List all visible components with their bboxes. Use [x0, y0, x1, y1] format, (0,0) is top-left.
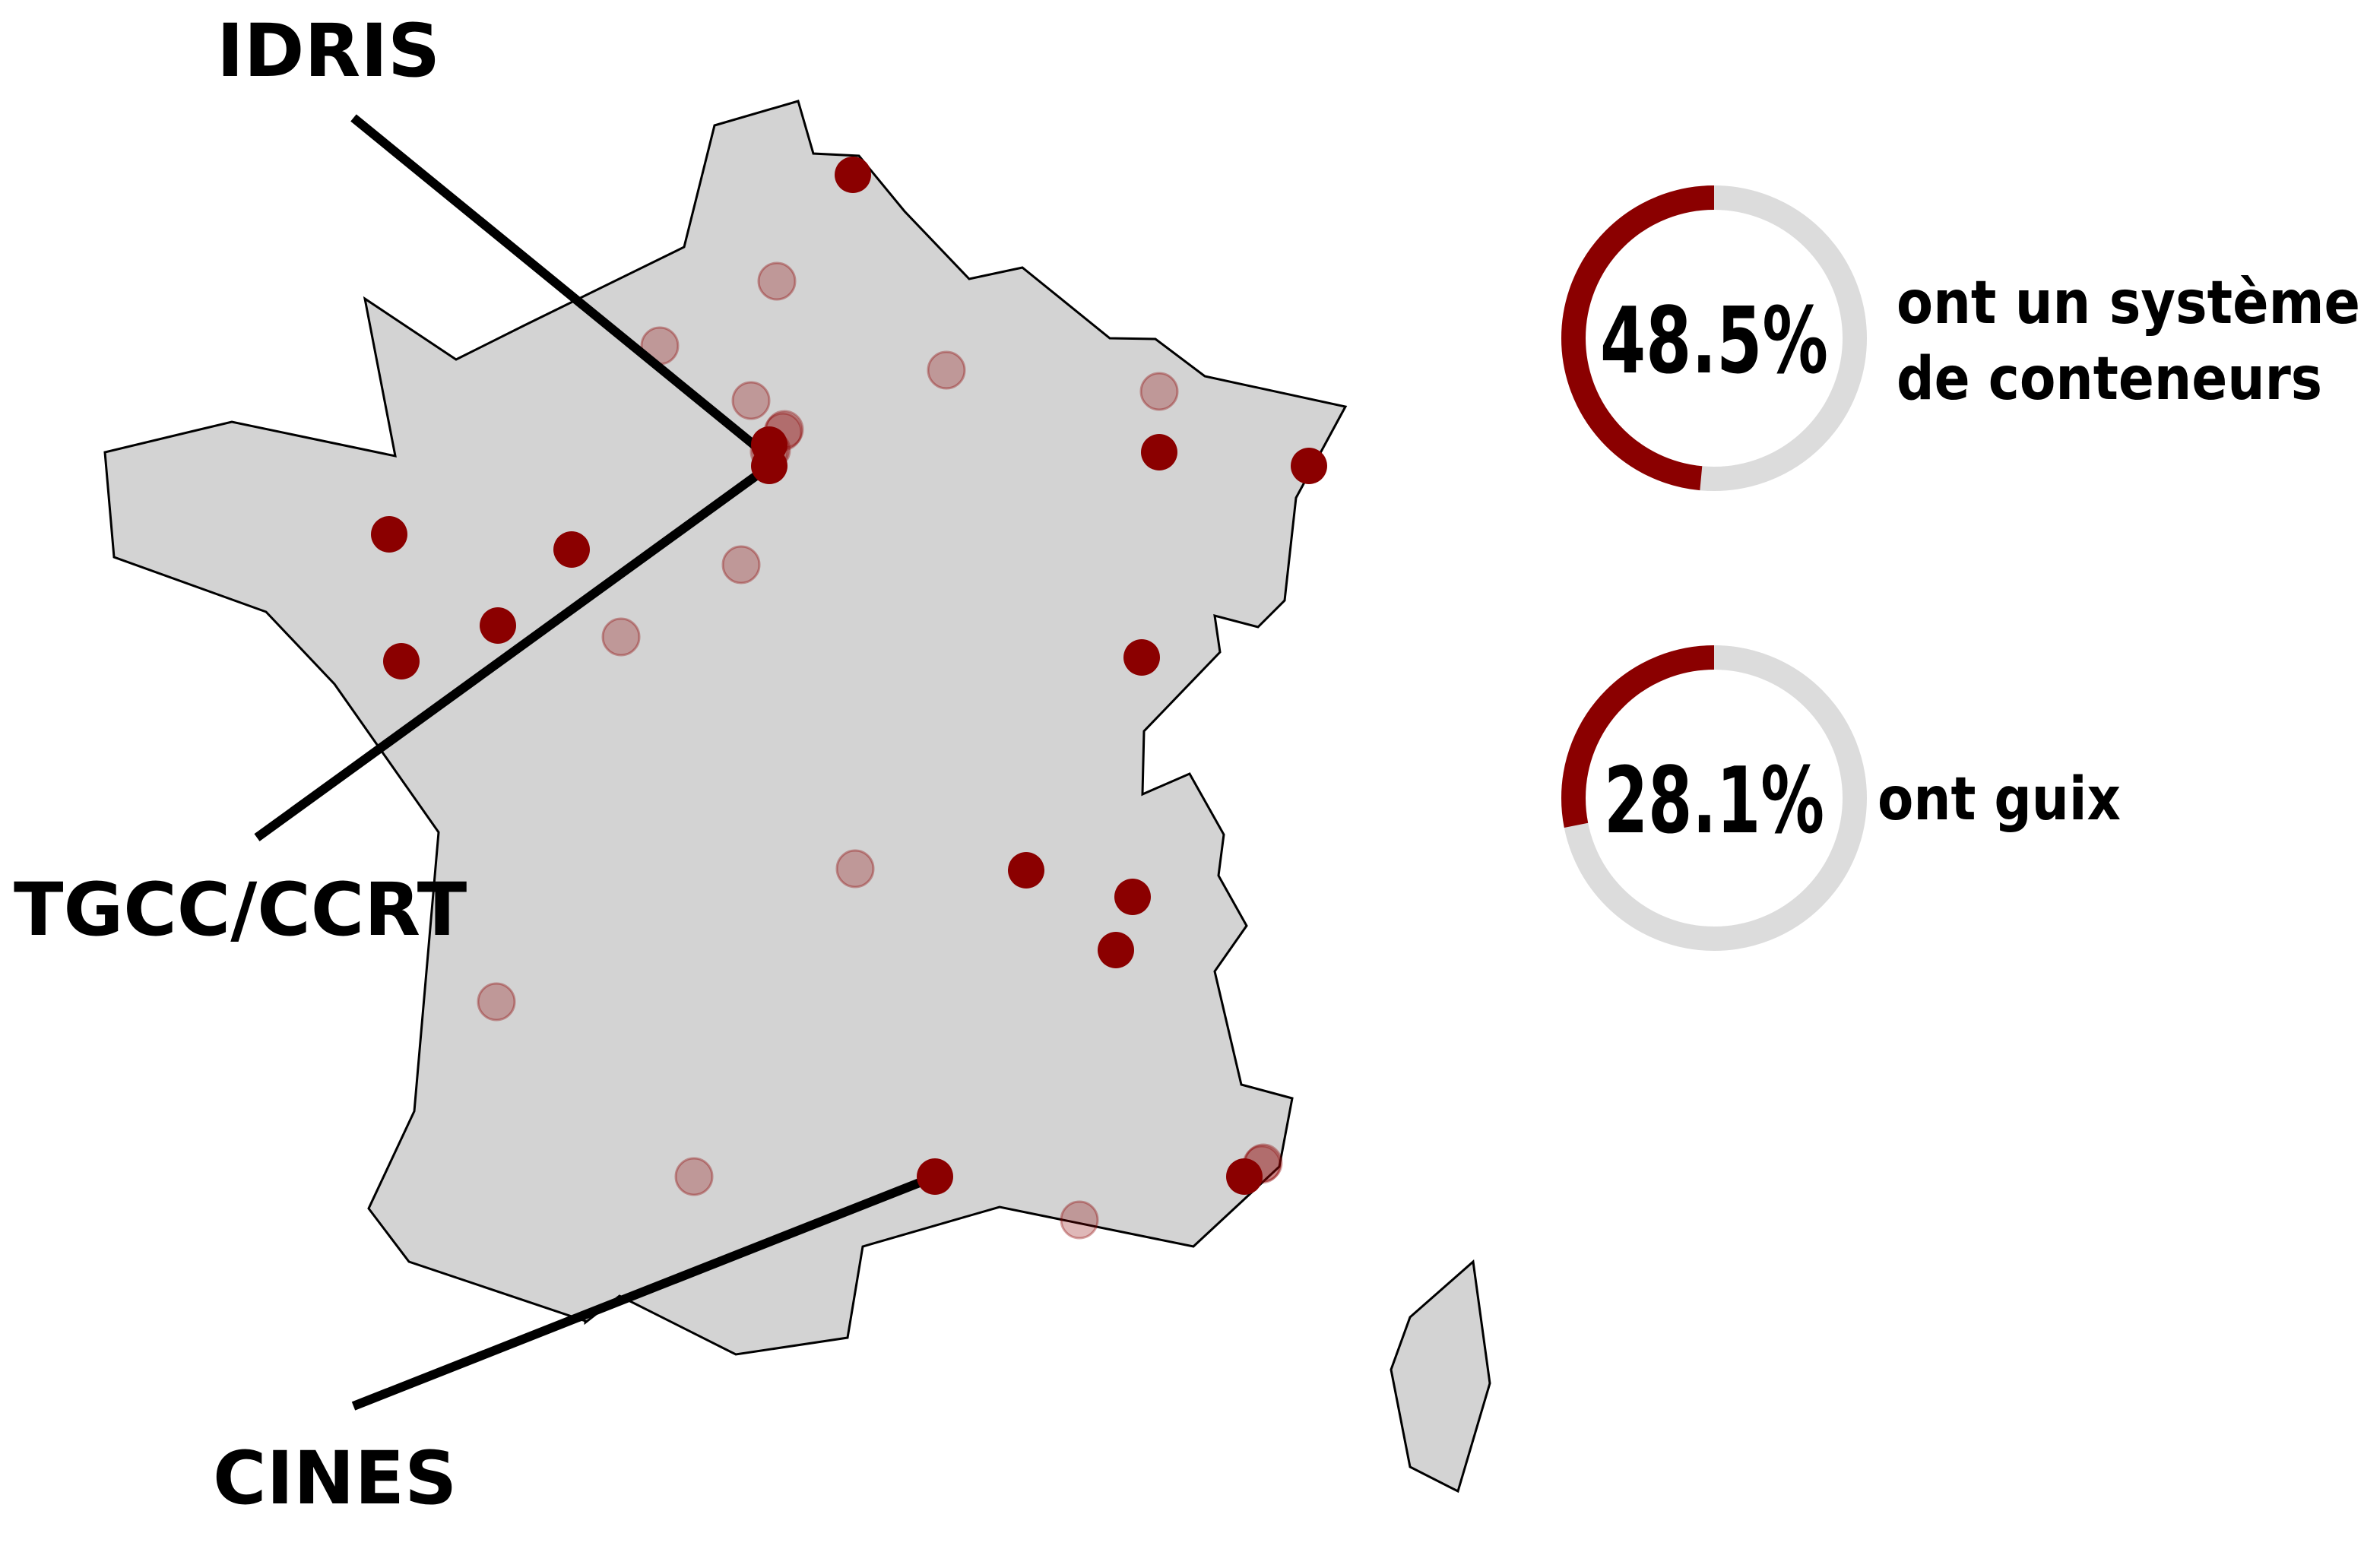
cines-label: CINES [213, 1436, 457, 1521]
idris-leader-line [350, 114, 771, 460]
tgcc-label: TGCC/CCRT [14, 867, 467, 952]
faded-site-dot [1060, 1200, 1099, 1240]
faded-site-dot [927, 350, 966, 390]
solid-site-dot [1226, 1158, 1263, 1195]
containers-caption-line-1: ont un système [1897, 269, 2360, 337]
corsica-map [1390, 1259, 1491, 1494]
cines-leader-line [351, 1172, 937, 1411]
guix-stat: 28.1% ont guix [1561, 645, 2121, 951]
solid-site-dots [371, 157, 1327, 1195]
solid-site-dot [553, 531, 590, 568]
solid-site-dot [1114, 879, 1151, 915]
solid-site-dot [1008, 852, 1044, 889]
solid-site-dot [1141, 434, 1177, 470]
faded-site-dot [674, 1157, 714, 1196]
guix-ring-progress [1561, 645, 1867, 951]
solid-site-dot [835, 157, 871, 193]
faded-site-dot [721, 545, 761, 584]
faded-site-dot [757, 261, 797, 301]
solid-site-dot [1098, 932, 1134, 968]
containers-caption-line-2: de conteneurs [1897, 345, 2322, 413]
idris-label: IDRIS [217, 8, 440, 93]
solid-site-dot [1123, 639, 1160, 676]
tgcc-site-dot [751, 448, 787, 484]
solid-site-dot [383, 643, 420, 679]
faded-site-dot [477, 982, 516, 1022]
containers-percentage: 48.5% [1600, 289, 1828, 394]
cines-site-dot [917, 1158, 953, 1195]
faded-site-dot [835, 849, 875, 889]
solid-site-dot [480, 607, 516, 644]
containers-stat: 48.5% ont un système de conteneurs [1561, 185, 2360, 491]
faded-site-dot [601, 617, 641, 657]
tgcc-leader-line [254, 464, 771, 841]
solid-site-dot [371, 516, 407, 553]
solid-site-dot [1291, 448, 1327, 484]
faded-site-dot [731, 381, 771, 420]
guix-caption-line-1: ont guix [1878, 765, 2121, 834]
containers-ring-progress [1561, 185, 1867, 491]
guix-percentage: 28.1% [1604, 749, 1824, 854]
france-map [103, 100, 1348, 1356]
faded-site-dot [1139, 372, 1179, 411]
